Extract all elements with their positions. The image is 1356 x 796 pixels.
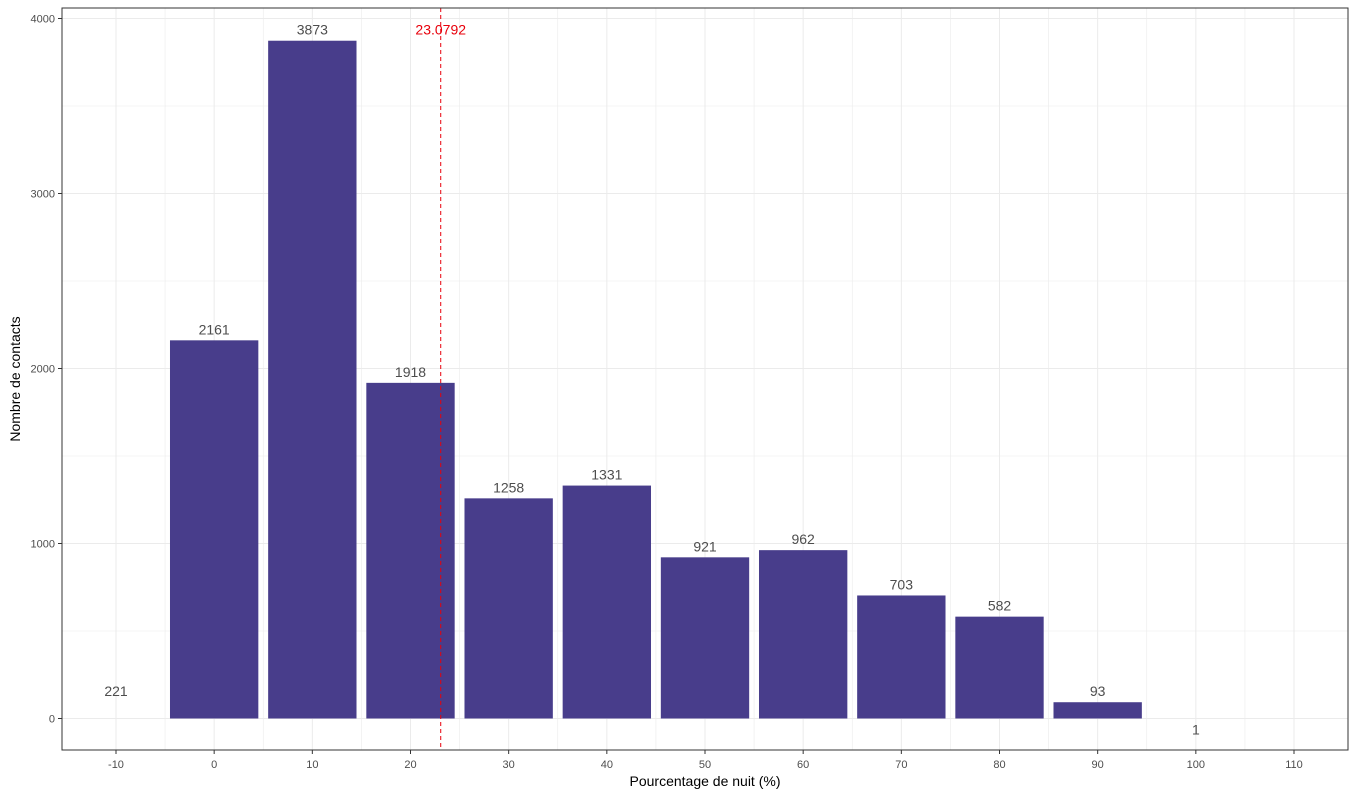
reference-line-group: 23.0792 xyxy=(415,8,466,750)
bar xyxy=(660,557,750,719)
bar xyxy=(758,550,848,719)
x-tick-label: 10 xyxy=(306,759,318,771)
x-tick-label: 90 xyxy=(1092,759,1104,771)
data-label: 582 xyxy=(988,598,1012,614)
x-tick-label: 100 xyxy=(1187,759,1205,771)
x-tick-label: 40 xyxy=(601,759,613,771)
bar xyxy=(857,595,946,719)
bar xyxy=(1053,702,1142,719)
x-tick-label: 60 xyxy=(797,759,809,771)
data-label: 1 xyxy=(1192,721,1200,737)
data-labels: 221 2161 3873 1918 1258 1331 921 962 703 582 93 1 xyxy=(104,22,1200,738)
x-axis: -10 0 10 20 30 40 50 60 70 80 90 100 110 xyxy=(108,750,1303,771)
y-tick-label: 3000 xyxy=(31,189,55,201)
x-tick-label: 20 xyxy=(404,759,416,771)
y-axis: 0 1000 2000 3000 4000 xyxy=(31,14,62,726)
data-label: 921 xyxy=(693,538,717,554)
x-tick-label: 30 xyxy=(503,759,515,771)
bar xyxy=(955,616,1044,719)
data-label: 3873 xyxy=(297,22,328,38)
data-label: 1918 xyxy=(395,364,426,380)
y-tick-label: 1000 xyxy=(31,539,55,551)
x-tick-label: 50 xyxy=(699,759,711,771)
x-tick-label: -10 xyxy=(108,759,124,771)
y-axis-title: Nombre de contacts xyxy=(7,316,23,441)
y-tick-label: 4000 xyxy=(31,14,55,26)
bar xyxy=(268,40,357,719)
bar xyxy=(169,340,259,719)
grid-lines xyxy=(62,8,1348,750)
x-axis-title: Pourcentage de nuit (%) xyxy=(630,773,781,789)
data-label: 93 xyxy=(1090,683,1106,699)
data-label: 221 xyxy=(104,683,128,699)
y-tick-label: 0 xyxy=(49,714,55,726)
y-tick-label: 2000 xyxy=(31,364,55,376)
data-label: 2161 xyxy=(199,321,230,337)
data-label: 1331 xyxy=(591,467,622,483)
bars xyxy=(169,40,1142,719)
data-label: 703 xyxy=(890,576,914,592)
bar xyxy=(464,498,553,719)
x-tick-label: 80 xyxy=(993,759,1005,771)
data-label: 962 xyxy=(791,531,815,547)
bar xyxy=(366,382,455,719)
bar xyxy=(562,485,652,719)
x-tick-label: 0 xyxy=(211,759,217,771)
x-tick-label: 110 xyxy=(1285,759,1303,771)
x-tick-label: 70 xyxy=(895,759,907,771)
data-label: 1258 xyxy=(493,479,524,495)
reference-line-label: 23.0792 xyxy=(415,22,466,38)
